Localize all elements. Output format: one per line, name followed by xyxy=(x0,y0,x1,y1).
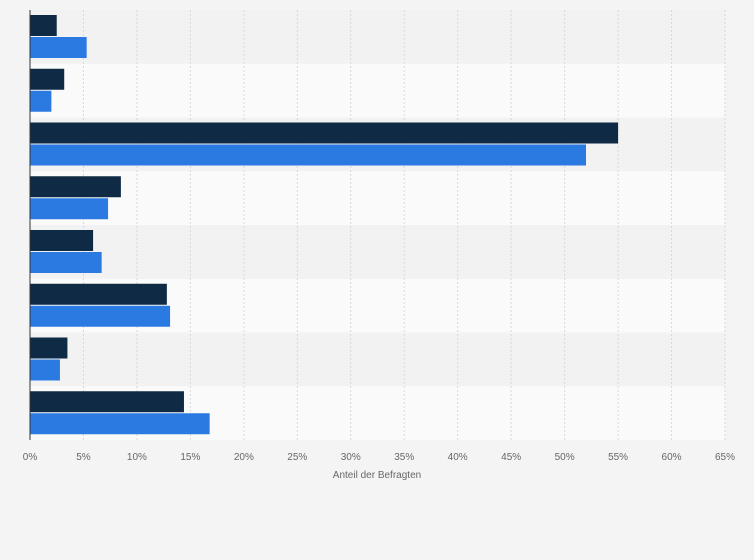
bar-series-1 xyxy=(30,176,121,198)
bar-series-1 xyxy=(30,391,184,413)
x-tick-label: 50% xyxy=(555,452,575,463)
bar-series-2 xyxy=(30,359,60,381)
x-tick-label: 40% xyxy=(448,452,468,463)
bar-series-1 xyxy=(30,15,57,36)
bar-series-2 xyxy=(30,413,210,435)
x-tick-label: 25% xyxy=(287,452,307,463)
row-band xyxy=(30,171,725,225)
bar-series-1 xyxy=(30,337,68,359)
bar-series-1 xyxy=(30,283,167,305)
bar-series-1 xyxy=(30,122,619,144)
x-tick-label: 35% xyxy=(394,452,414,463)
bar-series-2 xyxy=(30,252,102,273)
bar-series-2 xyxy=(30,37,87,58)
x-axis-title: Anteil der Befragten xyxy=(333,470,421,481)
row-band xyxy=(30,332,725,387)
x-tick-label: 45% xyxy=(501,452,521,463)
bar-series-2 xyxy=(30,144,586,166)
x-tick-label: 15% xyxy=(180,452,200,463)
x-tick-label: 5% xyxy=(76,452,91,463)
bar-series-1 xyxy=(30,68,65,90)
x-tick-label: 65% xyxy=(715,452,735,463)
bars xyxy=(30,15,619,435)
bar-series-2 xyxy=(30,90,52,112)
row-band xyxy=(30,10,725,64)
row-band xyxy=(30,63,725,118)
bar-series-2 xyxy=(30,305,171,327)
row-bands xyxy=(30,10,725,440)
x-tick-label: 0% xyxy=(23,452,38,463)
x-tick-label: 10% xyxy=(127,452,147,463)
row-band xyxy=(30,225,725,279)
bar-series-1 xyxy=(30,230,94,251)
x-tick-label: 55% xyxy=(608,452,628,463)
bar-series-2 xyxy=(30,198,109,220)
x-tick-labels: 0% 5% 10% 15% 20% 25% 30% 35% 40% 45% 50% 55% 60% 65% xyxy=(23,452,735,463)
x-tick-label: 60% xyxy=(662,452,682,463)
x-tick-label: 30% xyxy=(341,452,361,463)
x-tick-label: 20% xyxy=(234,452,254,463)
